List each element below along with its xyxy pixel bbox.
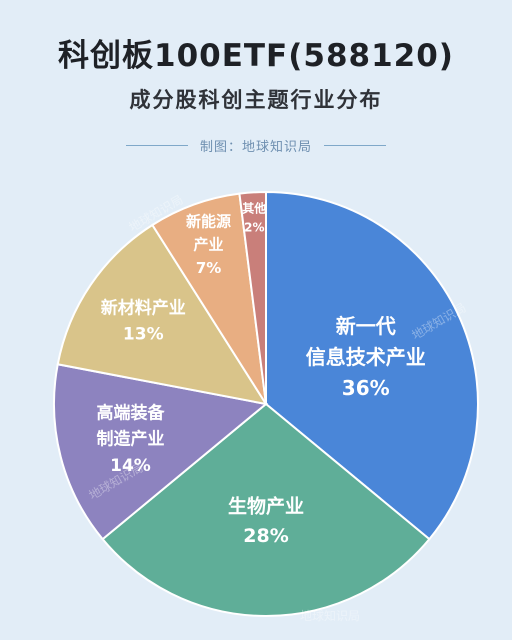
- slice-percent: 28%: [243, 525, 288, 547]
- pie-slice: [101, 402, 431, 617]
- pie-slices: [53, 190, 479, 617]
- slice-label: 高端装备制造产业 14%: [96, 402, 165, 476]
- slice-name: 生物产业: [228, 495, 304, 518]
- slice-name: 新能源: [186, 212, 231, 230]
- slice-name: 制造产业: [96, 429, 164, 450]
- credit-divider-left: [125, 145, 188, 146]
- credit-divider-right: [324, 145, 386, 146]
- chart-title: 科创板100ETF(588120): [58, 38, 454, 74]
- pie-slice: [53, 363, 269, 541]
- credit-text: 制图：地球知识局: [199, 140, 312, 155]
- slice-percent: 13%: [123, 325, 164, 345]
- pie-labels: 新一代信息技术产业 36% 生物产业 28% 高端装备制造产业 14% 新材料产业 13% 新能…: [96, 201, 425, 547]
- slice-name: 高端装备: [96, 402, 165, 423]
- pie-slice: [56, 223, 269, 406]
- slice-label: 新一代信息技术产业 36%: [306, 314, 426, 400]
- slice-name: 其他: [242, 201, 266, 216]
- slice-percent: 2%: [244, 220, 264, 234]
- pie-slice: [238, 190, 267, 405]
- slice-label: 生物产业 28%: [228, 495, 304, 547]
- slice-percent: 36%: [342, 376, 390, 400]
- credit-row: 制图：地球知识局: [0, 136, 512, 155]
- chart-subtitle: 成分股科创主题行业分布: [129, 88, 383, 112]
- slice-name: 信息技术产业: [306, 345, 426, 369]
- slice-percent: 14%: [110, 456, 151, 476]
- watermark-text: 地球知识局: [300, 609, 360, 623]
- pie-slice: [265, 190, 479, 541]
- slice-name: 新材料产业: [101, 297, 186, 318]
- slice-name: 新一代: [336, 314, 396, 338]
- slice-label: 其他 2%: [242, 201, 266, 235]
- slice-percent: 7%: [196, 259, 221, 277]
- slice-label: 新材料产业 13%: [101, 297, 186, 344]
- slice-name: 产业: [194, 236, 224, 254]
- slice-label: 新能源产业 7%: [186, 212, 231, 277]
